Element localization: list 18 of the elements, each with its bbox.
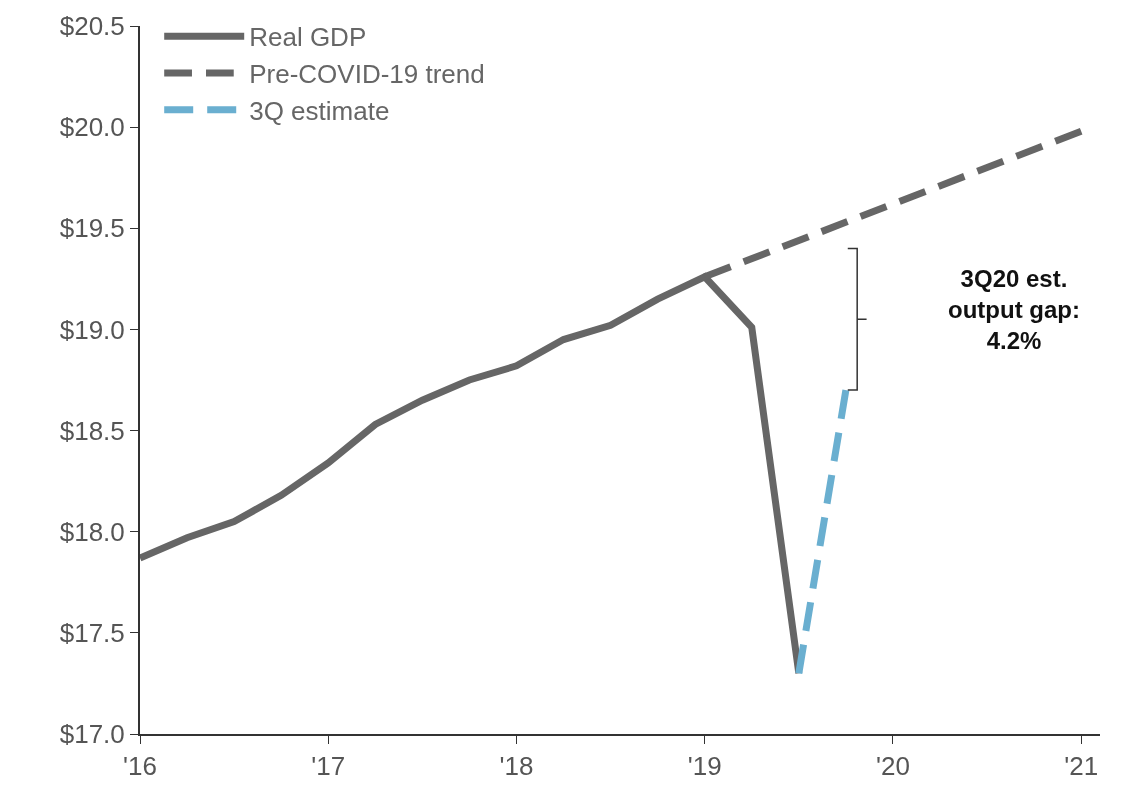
y-tick-label: $19.0 <box>59 314 125 345</box>
x-tick-label: '17 <box>311 751 346 782</box>
y-tick-label: $18.0 <box>59 516 125 547</box>
y-tick-label: $18.5 <box>59 415 125 446</box>
y-tick-label: $20.5 <box>59 11 125 42</box>
x-tick-label: '19 <box>687 751 722 782</box>
y-tick-label: $17.0 <box>59 719 125 750</box>
legend-label: 3Q estimate <box>249 96 390 126</box>
y-tick-label: $20.0 <box>59 112 125 143</box>
x-tick-label: '18 <box>499 751 534 782</box>
legend-label: Pre-COVID-19 trend <box>249 59 485 90</box>
legend-label: Real GDP <box>249 22 367 53</box>
x-tick-label: '16 <box>123 751 157 782</box>
y-tick-label: $19.5 <box>59 213 125 244</box>
y-tick-label: $17.5 <box>59 617 125 648</box>
annotation: 3Q20 est. output gap: 4.2% <box>948 265 1080 355</box>
x-tick-label: '20 <box>875 751 910 782</box>
x-tick-label: '21 <box>1064 751 1099 782</box>
